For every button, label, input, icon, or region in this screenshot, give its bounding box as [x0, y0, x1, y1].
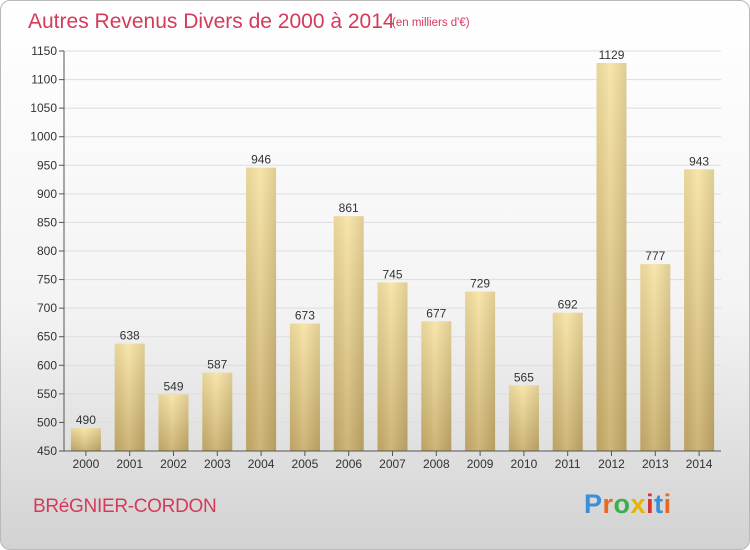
- data-label: 729: [470, 277, 490, 291]
- chart-title: Autres Revenus Divers de 2000 à 2014: [28, 10, 395, 33]
- logo-letter: i: [646, 489, 655, 519]
- y-tick-label: 1150: [31, 44, 57, 58]
- data-label: 565: [514, 370, 534, 384]
- x-axis: 2000 2001 2002 2003 2004 2005 2006 2007 2008 2009…: [64, 450, 721, 471]
- x-tick-label: 2010: [511, 457, 538, 471]
- logo-letter: r: [602, 489, 614, 519]
- logo-letter: x: [630, 489, 647, 519]
- logo-letter: o: [613, 489, 631, 519]
- data-label: 677: [426, 306, 446, 320]
- bar-shade: [684, 169, 715, 452]
- bar-shade: [289, 323, 320, 451]
- y-tick-label: 750: [37, 273, 57, 287]
- place-name: BRéGNIER-CORDON: [33, 496, 217, 517]
- bar-shade: [640, 264, 671, 451]
- y-tick-label: 450: [37, 444, 57, 458]
- x-tick-label: 2002: [160, 457, 187, 471]
- data-label: 943: [689, 154, 709, 168]
- y-tick-label: 550: [37, 387, 57, 401]
- x-tick-label: 2005: [292, 457, 319, 471]
- y-tick-label: 950: [37, 158, 57, 172]
- y-tick-label: 1000: [30, 130, 57, 144]
- y-tick-label: 500: [37, 415, 57, 429]
- bar-shade: [465, 291, 496, 451]
- x-tick-label: 2009: [467, 457, 494, 471]
- y-tick-label: 600: [37, 358, 57, 372]
- y-tick-label: 850: [37, 215, 57, 229]
- y-tick-label: 1100: [31, 73, 57, 87]
- data-label: 777: [645, 249, 665, 263]
- data-label: 673: [295, 309, 315, 323]
- bar-shade: [596, 63, 627, 451]
- x-tick-label: 2012: [598, 457, 625, 471]
- data-label: 549: [163, 379, 183, 393]
- x-tick-label: 2007: [379, 457, 406, 471]
- bar-shade: [114, 343, 145, 451]
- x-tick-label: 2014: [686, 457, 713, 471]
- data-label: 946: [251, 153, 271, 167]
- y-tick-label: 650: [37, 330, 57, 344]
- bar-shade: [552, 312, 583, 451]
- x-tick-label: 2011: [555, 457, 581, 471]
- x-tick-label: 2000: [73, 457, 100, 471]
- data-label: 692: [558, 298, 578, 312]
- data-label: 745: [382, 267, 402, 281]
- bar-shade: [377, 282, 408, 451]
- y-axis: 450 500 550 600 650 700 750 800 850 900 950 1000 105…: [30, 44, 65, 458]
- logo-letter: P: [584, 489, 603, 519]
- x-tick-label: 2003: [204, 457, 231, 471]
- proxiti-logo: Proxiti: [584, 489, 672, 520]
- y-tick-label: 1050: [30, 101, 57, 115]
- bar-shade: [421, 321, 452, 451]
- x-tick-label: 2001: [116, 457, 143, 471]
- logo-letter: t: [654, 489, 664, 519]
- data-label: 638: [120, 329, 140, 343]
- data-label: 490: [76, 413, 96, 427]
- x-tick-label: 2013: [642, 457, 669, 471]
- bar-shade: [246, 167, 277, 452]
- x-tick-label: 2008: [423, 457, 450, 471]
- x-tick-label: 2004: [248, 457, 275, 471]
- bars: 490 638 549 587 946 673 861 745 677 729 565 692 1129…: [70, 48, 715, 452]
- x-tick-label: 2006: [335, 457, 362, 471]
- y-tick-label: 900: [37, 187, 57, 201]
- bar-shade: [202, 372, 233, 451]
- y-tick-label: 700: [37, 301, 57, 315]
- bar-shade: [158, 394, 189, 451]
- bar-shade: [333, 216, 364, 451]
- bar-shade: [508, 385, 539, 451]
- bar-shade: [70, 428, 101, 451]
- y-tick-label: 800: [37, 244, 57, 258]
- data-label: 1129: [599, 48, 625, 62]
- chart-subtitle: (en milliers d'€): [392, 17, 470, 29]
- logo-letter: i: [663, 489, 672, 519]
- data-label: 587: [207, 358, 227, 372]
- data-label: 861: [339, 201, 359, 215]
